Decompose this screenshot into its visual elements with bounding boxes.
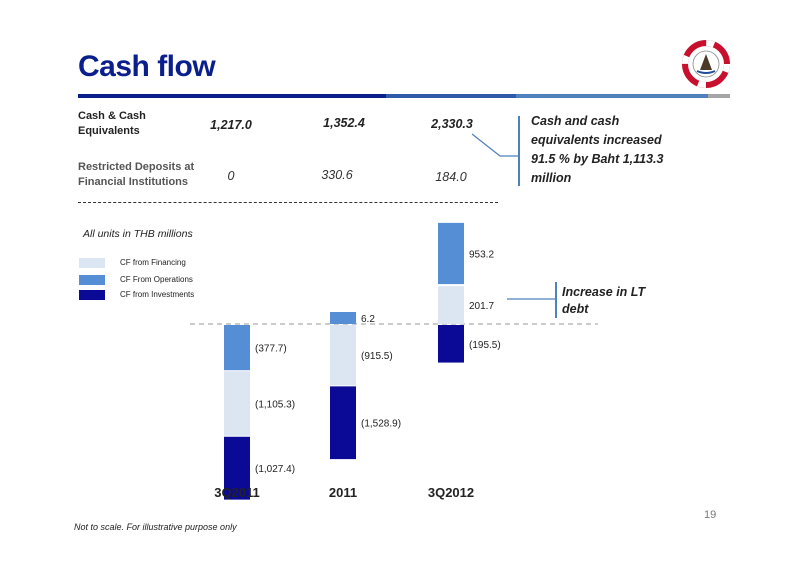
restricted-value-3q2011: 0 — [227, 169, 235, 183]
category-label-2011: 2011 — [329, 485, 357, 500]
title-rule-grey — [708, 94, 730, 98]
bar-cf-from-operations-2011 — [330, 312, 356, 324]
legend-swatch-financing — [79, 258, 105, 268]
bar-cf-from-operations-3q2011 — [224, 325, 250, 371]
restricted-value-2011: 330.6 — [321, 168, 353, 182]
bar-label-cf-from-financing-3q2011: (1,105.3) — [255, 399, 295, 410]
bar-cf-from-financing-3q2012 — [438, 286, 464, 324]
legend-swatch-operations — [79, 275, 105, 285]
bar-cf-from-financing-2011 — [330, 325, 356, 386]
lifebuoy-icon — [682, 40, 730, 88]
cash-value-2011: 1,352.4 — [323, 116, 365, 130]
bar-label-cf-from-operations-3q2011: (377.7) — [255, 344, 287, 355]
bar-cf-from-investments-3q2012 — [438, 325, 464, 363]
footer-note: Not to scale. For illustrative purpose o… — [74, 522, 237, 532]
bar-cf-from-investments-3q2011 — [224, 436, 250, 500]
cash-value-3q2011: 1,217.0 — [210, 118, 252, 132]
cash-callout-connector — [471, 116, 520, 186]
section-divider — [78, 202, 498, 203]
page-title: Cash flow — [78, 50, 216, 83]
legend-label-financing: CF from Financing — [120, 258, 186, 267]
units-note: All units in THB millions — [83, 228, 193, 240]
debt-callout-text: Increase in LT debt — [562, 285, 646, 316]
cash-callout-text: Cash and cash equivalents increased 91.5… — [531, 114, 664, 185]
legend-label-investments: CF from Investments — [120, 290, 195, 299]
legend-swatch-investments — [79, 290, 105, 300]
title-rule-dark — [78, 94, 386, 98]
page-number: 19 — [704, 509, 717, 521]
restricted-value-3q2012: 184.0 — [435, 170, 467, 184]
bar-cf-from-financing-3q2011 — [224, 371, 250, 436]
row-label-cash: Cash & Cash Equivalents — [78, 110, 146, 137]
bar-label-cf-from-operations-2011: 6.2 — [361, 314, 375, 325]
legend-label-operations: CF From Operations — [120, 275, 193, 284]
bar-label-cf-from-financing-2011: (915.5) — [361, 351, 393, 362]
bar-label-cf-from-operations-3q2012: 953.2 — [469, 250, 494, 261]
bar-label-cf-from-investments-2011: (1,528.9) — [361, 419, 401, 430]
category-label-3q2011: 3Q2011 — [214, 485, 260, 500]
bar-cf-from-investments-2011 — [330, 386, 356, 460]
debt-callout-connector — [507, 282, 557, 318]
bar-label-cf-from-investments-3q2011: (1,027.4) — [255, 464, 295, 475]
company-logo — [682, 40, 730, 88]
title-rule-mid — [386, 94, 516, 98]
category-label-3q2012: 3Q2012 — [428, 485, 474, 500]
title-rule-light — [516, 94, 708, 98]
cash-value-3q2012: 2,330.3 — [431, 117, 473, 131]
bar-cf-from-operations-3q2012 — [438, 222, 464, 285]
row-label-restricted: Restricted Deposits at Financial Institu… — [78, 161, 195, 188]
bar-label-cf-from-investments-3q2012: (195.5) — [469, 340, 501, 351]
bar-label-cf-from-financing-3q2012: 201.7 — [469, 301, 494, 312]
